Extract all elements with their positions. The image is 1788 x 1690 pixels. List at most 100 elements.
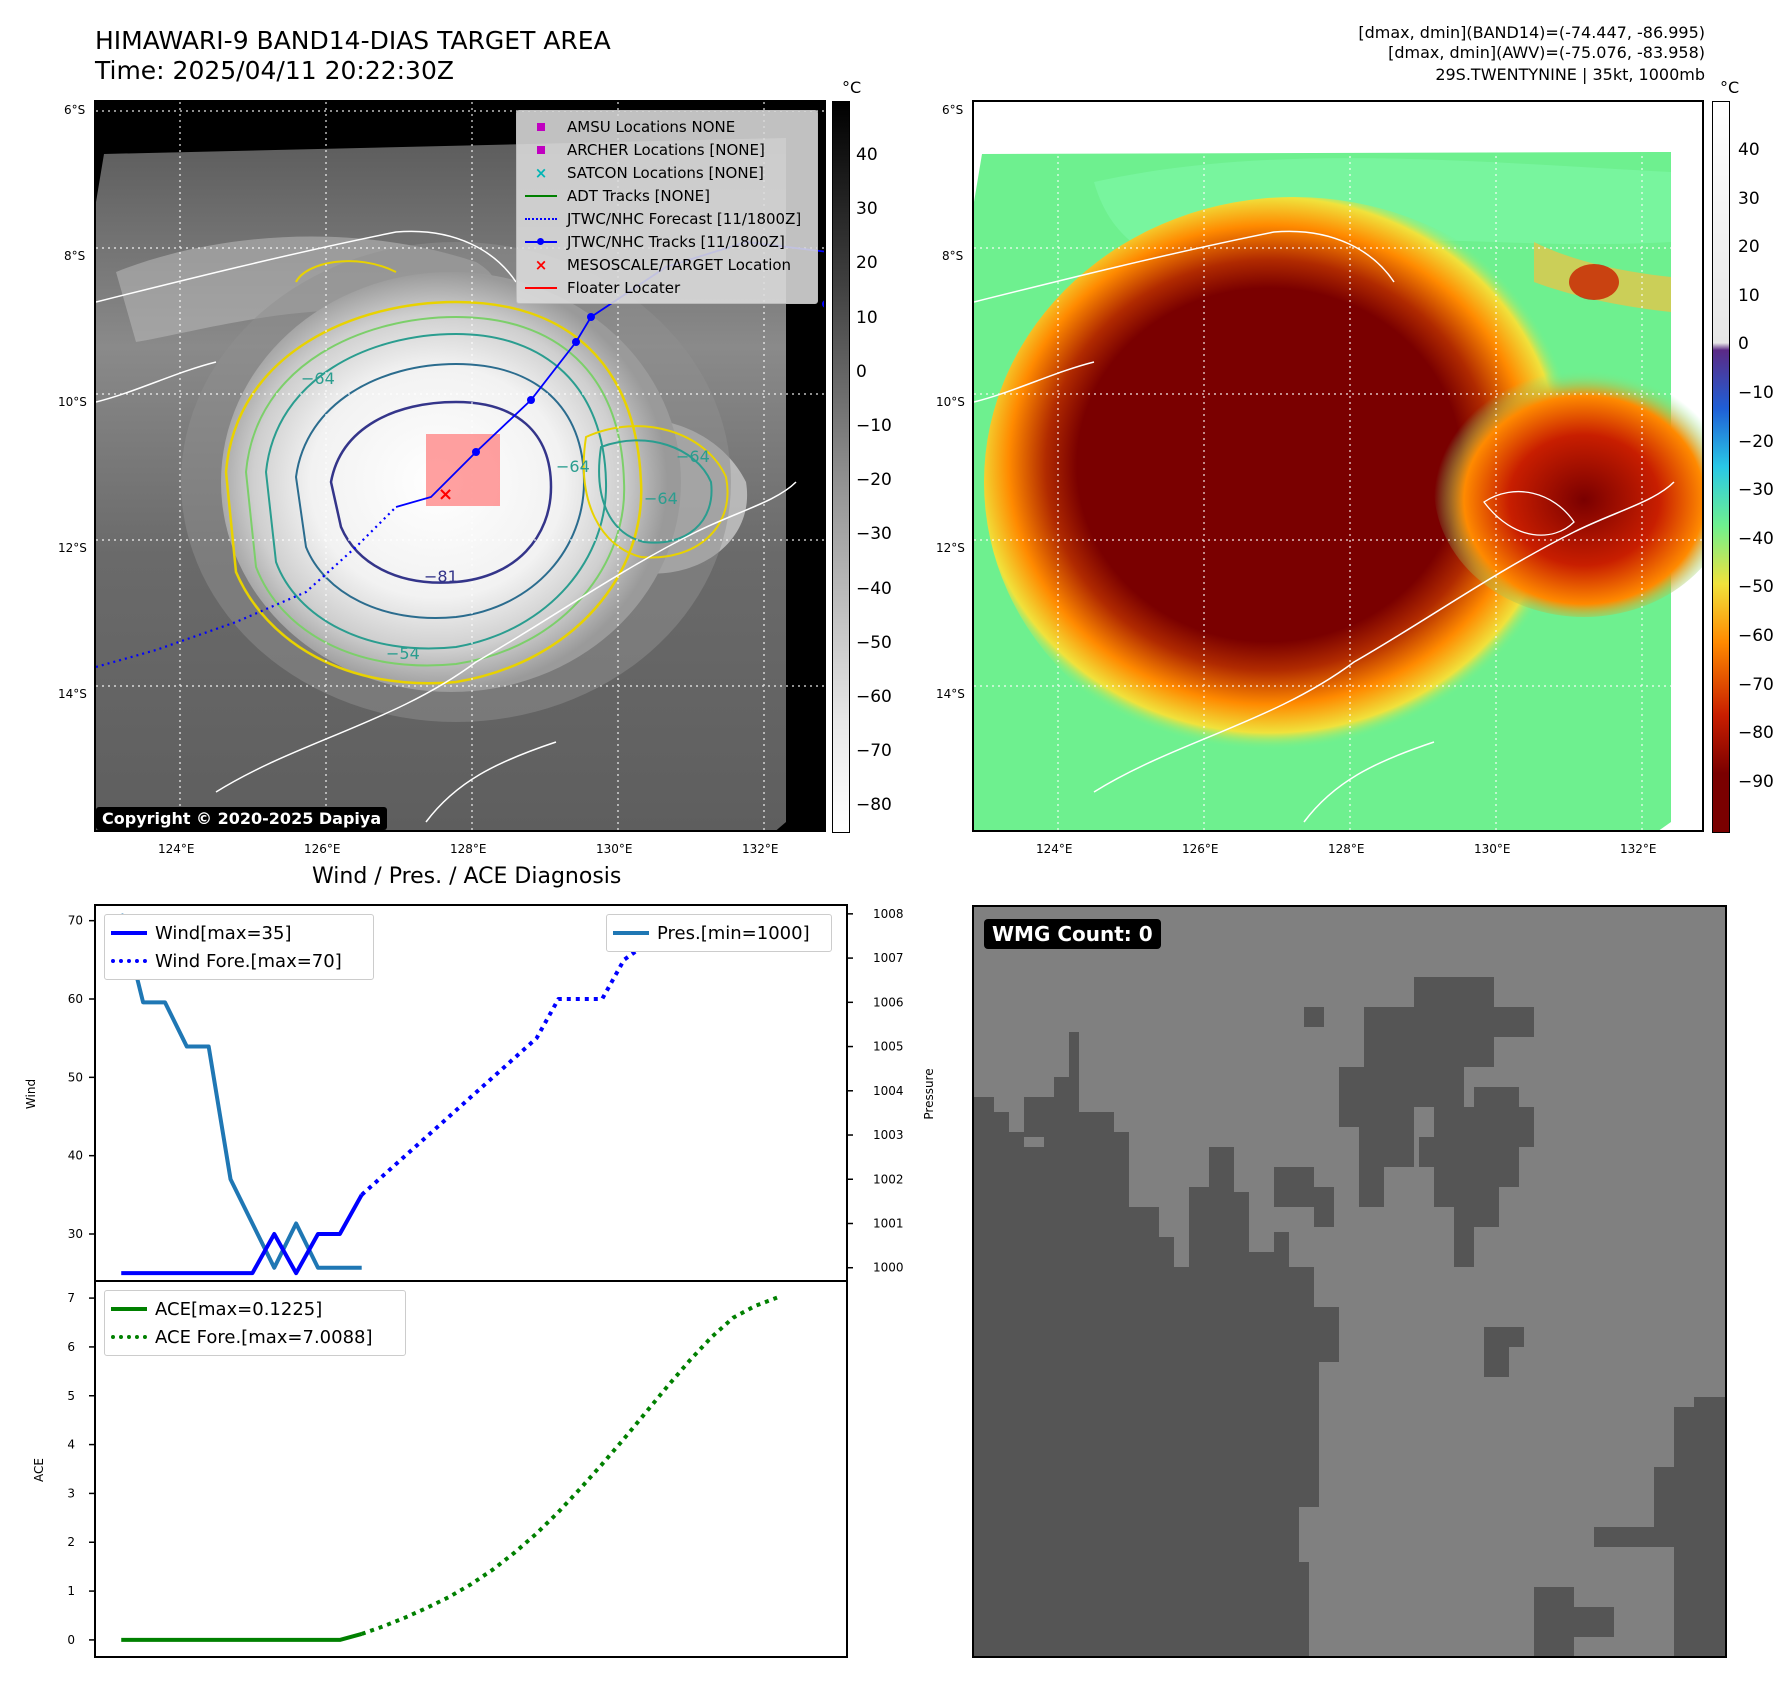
color-map-panel [972,100,1704,832]
legend-item: × SATCON Locations [NONE] [523,161,811,184]
wind-tick-label: 70 [68,914,83,928]
wind-legend: Wind[max=35] Wind Fore.[max=70] [104,914,374,980]
pressure-tick-label: 1001 [873,1216,904,1230]
colorbar-tick-label: −70 [856,741,892,762]
target-marker: × [438,484,453,505]
lat-label: 14°S [58,687,87,701]
info-storm: 29S.TWENTYNINE | 35kt, 1000mb [1435,65,1705,84]
pressure-legend: Pres.[min=1000] [606,914,832,952]
lon-label: 130°E [596,842,633,856]
colorbar-tick-label: 40 [1738,140,1760,160]
pressure-tick-label: 1005 [873,1040,904,1054]
ace-tick-label: 6 [67,1340,75,1354]
ace-tick-label: 1 [67,1584,75,1598]
lat-label: 10°S [936,395,965,409]
pressure-tick-label: 1006 [873,995,904,1009]
legend-item: JTWC/NHC Forecast [11/1800Z] [523,207,811,230]
grayscale-colorbar [832,101,850,833]
colorbar-tick-label: −20 [856,470,892,491]
dotted-line-icon [111,951,147,971]
colorbar-tick-label: −80 [856,795,892,816]
ir-map-panel: × −64 −64 −64 −54 −64 −81 AMSU Locations… [94,100,826,832]
colorbar-tick-label: −40 [1738,528,1774,549]
line-icon [523,186,559,206]
colorbar-tick-label: −60 [1738,626,1774,646]
colorbar-tick-label: −50 [1738,577,1774,598]
lon-label: 130°E [1474,842,1511,856]
wmg-panel: WMG Count: 0 [972,905,1727,1658]
contour-label: −54 [386,644,420,663]
colorbar-tick-label: −80 [1738,723,1774,744]
wind-forecast-series-line [360,918,779,1197]
figure-title: HIMAWARI-9 BAND14-DIAS TARGET AREA [95,26,611,55]
ace-forecast-series-line [361,1295,778,1636]
legend-item: ARCHER Locations [NONE] [523,138,811,161]
legend-item: × MESOSCALE/TARGET Location [523,253,811,276]
lon-label: 124°E [158,842,195,856]
colorbar-tick-label: 10 [1738,285,1760,306]
colorbar-tick-label: 20 [1738,237,1760,258]
dotted-line-icon [111,1327,147,1347]
pressure-tick-label: 1003 [873,1128,904,1142]
lat-label: 12°S [58,541,87,555]
line-icon [523,278,559,298]
lon-label: 128°E [1328,842,1365,856]
lon-label: 126°E [1182,842,1219,856]
lon-label: 128°E [450,842,487,856]
x-marker-icon: × [534,163,548,182]
legend-item: JTWC/NHC Tracks [11/1800Z] [523,230,811,253]
contour-label: −64 [676,447,710,466]
lon-label: 132°E [742,842,779,856]
ace-tick-label: 2 [67,1535,75,1549]
ace-series-line [121,1631,363,1642]
colorbar-unit: °C [842,78,862,97]
colorbar-tick-label: 30 [856,199,878,220]
square-icon [523,140,559,160]
colorbar-tick-label: 20 [856,253,878,274]
colorbar-tick-label: 0 [1738,334,1749,355]
pressure-tick-label: 1008 [873,907,904,921]
square-icon [523,117,559,137]
contour-label: −64 [644,489,678,508]
colorbar-tick-label: 0 [856,361,867,382]
colorbar-tick-label: −30 [856,524,892,545]
lat-label: 6°S [64,103,86,117]
legend-item: Wind Fore.[max=70] [111,947,367,975]
info-awv: [dmax, dmin](AWV)=(-75.076, -83.958) [1388,43,1705,62]
legend-item: ACE Fore.[max=7.0088] [111,1323,399,1351]
pressure-tick-label: 1007 [873,951,904,965]
copyright-badge: Copyright © 2020-2025 Dapiya [96,807,388,830]
lat-label: 8°S [64,249,86,263]
lat-label: 12°S [936,541,965,555]
lat-label: 8°S [942,249,964,263]
colorbar-tick-label: −90 [1738,771,1774,792]
colorbar-unit: °C [1720,78,1740,97]
line-icon [111,1299,147,1319]
contour-label: −81 [424,567,458,586]
colorbar-tick-label: 10 [856,307,878,328]
legend-item: Wind[max=35] [111,919,367,947]
diagnosis-title: Wind / Pres. / ACE Diagnosis [312,864,622,889]
pressure-series-line [119,913,362,1270]
contour-label: −64 [556,457,590,476]
colorbar-tick-label: −40 [856,578,892,599]
colorbar-tick-label: −10 [1738,383,1774,403]
contour-label: −64 [301,369,335,388]
lon-label: 124°E [1036,842,1073,856]
pressure-tick-label: 1000 [873,1261,904,1275]
colorbar-tick-label: −30 [1738,480,1774,501]
legend-item: ACE[max=0.1225] [111,1295,399,1323]
figure-time: Time: 2025/04/11 20:22:30Z [95,56,454,85]
line-dot-icon [523,232,559,252]
ace-tick-label: 7 [67,1291,75,1305]
colorbar-tick-label: 30 [1738,188,1760,209]
lon-label: 132°E [1620,842,1657,856]
color-colorbar [1712,101,1730,833]
wind-series-line [121,1193,364,1276]
wind-tick-label: 30 [68,1227,83,1241]
wmg-image [974,977,1725,1656]
colorbar-tick-label: −10 [856,416,892,436]
pressure-tick-label: 1004 [873,1084,904,1098]
colorbar-tick-label: −20 [1738,431,1774,452]
